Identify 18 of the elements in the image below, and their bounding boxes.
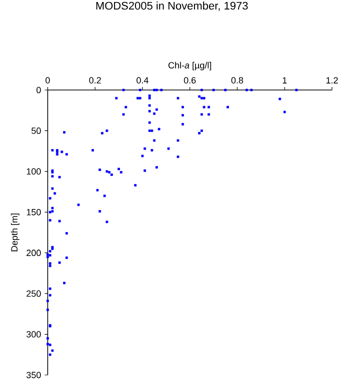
x-tick-label: 0.8	[231, 77, 244, 84]
x-tick-label: 1	[282, 77, 287, 84]
x-axis-title: Chl-a [µg/l]	[168, 62, 212, 70]
x-tick-label: 0.6	[184, 77, 196, 84]
y-tick-label: 100	[26, 168, 41, 175]
y-tick-label: 200	[26, 250, 41, 256]
y-axis-title: Depth [m]	[10, 214, 20, 252]
x-tick-label: 0.2	[89, 77, 101, 84]
x-tick-label: 0.4	[136, 77, 148, 84]
y-tick-label: 350	[26, 372, 41, 378]
y-tick-label: 50	[32, 128, 41, 134]
x-tick-label: 1.2	[326, 77, 338, 84]
y-tick-label: 0	[36, 86, 41, 94]
y-tick-label: 250	[26, 290, 41, 297]
x-tick-label: 0	[46, 77, 50, 84]
y-tick-label: 150	[26, 208, 41, 216]
chart-title: MODS2005 in November, 1973	[96, 2, 248, 11]
y-tick-label: 300	[26, 331, 41, 338]
